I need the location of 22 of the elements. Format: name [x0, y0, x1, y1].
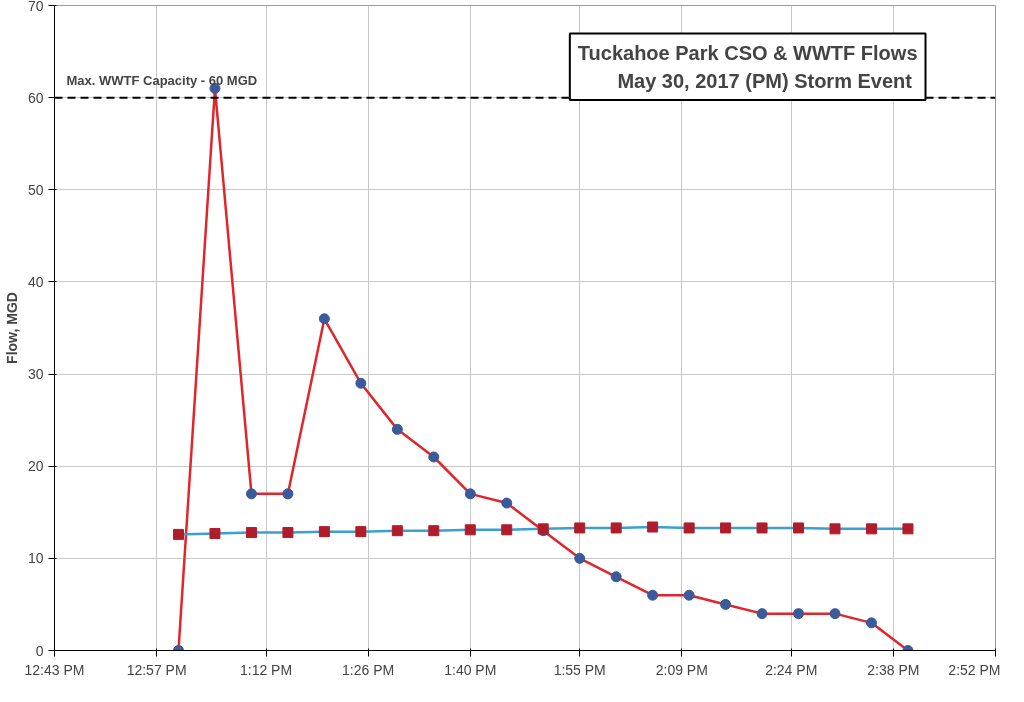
y-tick-label: 70 [27, 0, 44, 14]
x-tick-label: 1:12 PM [239, 661, 293, 678]
x-tick-label: 1:40 PM [444, 661, 497, 678]
x-tick-label: 12:57 PM [126, 661, 187, 678]
y-tick-label: 50 [27, 181, 44, 198]
x-tick-label: 1:55 PM [553, 661, 606, 678]
y-tick-label: 40 [27, 273, 44, 290]
x-tick-label: 2:52 PM [948, 661, 1001, 678]
y-tick-label: 20 [27, 458, 44, 475]
text: Tuckahoe Park CSO & WWTF Flows [577, 41, 918, 64]
x-tick-label: 2:24 PM [765, 661, 818, 678]
x-tick-label: 2:09 PM [655, 661, 708, 678]
y-tick-label: 30 [27, 366, 44, 383]
y-tick-label: 10 [27, 550, 44, 567]
y-axis-title: Flow, MGD [3, 292, 20, 364]
y-tick-label: 0 [35, 642, 44, 659]
x-tick-label: 12:43 PM [24, 661, 85, 678]
text: May 30, 2017 (PM) Storm Event [617, 70, 913, 93]
y-tick-label: 60 [27, 89, 44, 106]
x-tick-label: 2:38 PM [867, 661, 920, 678]
x-tick-label: 1:26 PM [342, 661, 395, 678]
ref-line-label: Max. WWTF Capacity - 60 MGD [66, 72, 258, 88]
